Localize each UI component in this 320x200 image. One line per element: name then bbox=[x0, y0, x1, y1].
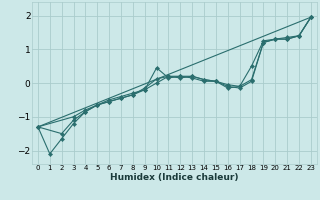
X-axis label: Humidex (Indice chaleur): Humidex (Indice chaleur) bbox=[110, 173, 239, 182]
